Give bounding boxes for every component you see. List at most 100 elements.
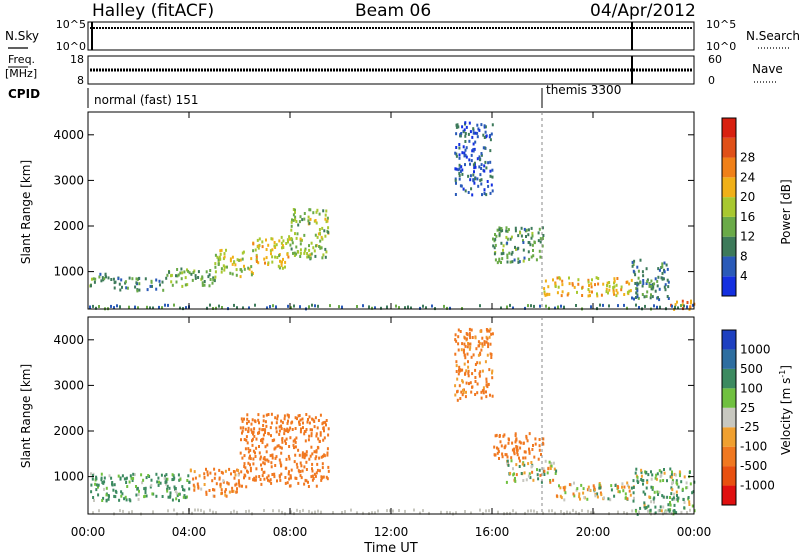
echo-cell	[458, 384, 461, 388]
echo-cell	[485, 383, 488, 387]
echo-cell	[120, 278, 123, 282]
echo-cell	[188, 480, 191, 484]
echo-cell	[556, 291, 559, 295]
echo-cell	[250, 270, 253, 274]
echo-cell	[479, 158, 481, 162]
echo-cell	[683, 501, 686, 504]
colorbar-tick-label: 4	[740, 269, 748, 283]
echo-cell	[612, 287, 615, 291]
echo-cell	[510, 459, 513, 463]
echo-cell	[271, 473, 274, 476]
echo-cell	[547, 285, 550, 289]
echo-cell	[327, 427, 330, 431]
echo-cell	[511, 448, 514, 452]
echo-cell	[119, 477, 122, 481]
echo-cell	[305, 468, 308, 471]
echo-cell	[669, 503, 672, 507]
echo-cell	[91, 277, 93, 281]
echo-cell	[491, 394, 494, 398]
echo-cell	[314, 510, 316, 514]
echo-cell	[446, 510, 448, 514]
echo-cell	[466, 352, 469, 356]
echo-cell	[464, 153, 467, 157]
echo-cell	[209, 269, 212, 272]
echo-cell	[236, 258, 239, 262]
echo-cell	[482, 386, 485, 390]
echo-cell	[543, 292, 546, 296]
echo-cell	[554, 306, 556, 310]
echo-cell	[303, 432, 306, 436]
echo-cell	[615, 294, 618, 298]
echo-cell	[327, 230, 330, 234]
echo-cell	[247, 430, 250, 434]
echo-cell	[494, 237, 497, 241]
echo-cell	[668, 509, 671, 513]
echo-cell	[220, 470, 223, 474]
echo-cell	[211, 281, 214, 285]
echo-cell	[657, 493, 659, 496]
echo-cell	[111, 483, 114, 487]
echo-cell	[686, 305, 688, 309]
echo-cell	[669, 496, 671, 499]
echo-cell	[458, 156, 461, 160]
echo-cell	[658, 298, 661, 302]
echo-cell	[609, 498, 612, 502]
echo-cell	[626, 481, 629, 485]
echo-cell	[467, 371, 470, 375]
colorbar-segment	[722, 330, 736, 350]
echo-cell	[225, 494, 228, 498]
echo-cell	[254, 455, 257, 458]
echo-cell	[478, 372, 481, 376]
echo-cell	[231, 486, 234, 490]
echo-cell	[545, 304, 547, 308]
echo-cell	[206, 470, 209, 474]
echo-cell	[321, 462, 324, 466]
echo-cell	[107, 497, 110, 501]
echo-cell	[255, 255, 258, 259]
echo-cell	[491, 376, 494, 380]
echo-cell	[645, 486, 648, 490]
power-panel	[87, 111, 696, 311]
echo-cell	[275, 421, 278, 425]
echo-cell	[282, 257, 284, 261]
echo-cell	[682, 498, 685, 501]
echo-cell	[635, 303, 637, 307]
echo-cell	[294, 208, 296, 212]
echo-cell	[456, 398, 459, 402]
echo-cell	[491, 371, 493, 375]
echo-cell	[110, 304, 112, 308]
echo-cell	[529, 243, 532, 247]
echo-cell	[286, 238, 289, 242]
echo-cell	[518, 260, 521, 264]
echo-cell	[308, 421, 311, 425]
echo-cell	[634, 273, 637, 277]
echo-cell	[266, 443, 269, 447]
echo-cell	[456, 390, 458, 394]
echo-cell	[269, 478, 272, 482]
echo-cell	[464, 395, 467, 399]
echo-cell	[493, 445, 496, 449]
echo-cell	[648, 282, 651, 285]
colorbar-segment	[722, 349, 736, 369]
echo-cell	[646, 481, 649, 485]
echo-cell	[304, 452, 306, 456]
echo-cell	[265, 256, 268, 260]
echo-cell	[654, 289, 657, 293]
echo-cell	[533, 455, 536, 459]
echo-cell	[666, 278, 669, 282]
echo-cell	[125, 476, 128, 480]
echo-cell	[299, 418, 302, 422]
echo-cell	[521, 462, 524, 466]
echo-cell	[325, 250, 328, 254]
echo-cell	[262, 471, 265, 474]
echo-cell	[680, 480, 683, 484]
echo-cell	[568, 282, 571, 286]
nsky-tick-bottom: 10^0	[56, 40, 86, 53]
echo-cell	[270, 481, 273, 485]
echo-cell	[636, 479, 639, 483]
colorbar-segment	[722, 407, 736, 428]
echo-cell	[311, 511, 313, 515]
echo-cell	[284, 439, 287, 443]
echo-cell	[461, 168, 464, 172]
echo-cell	[171, 283, 174, 287]
